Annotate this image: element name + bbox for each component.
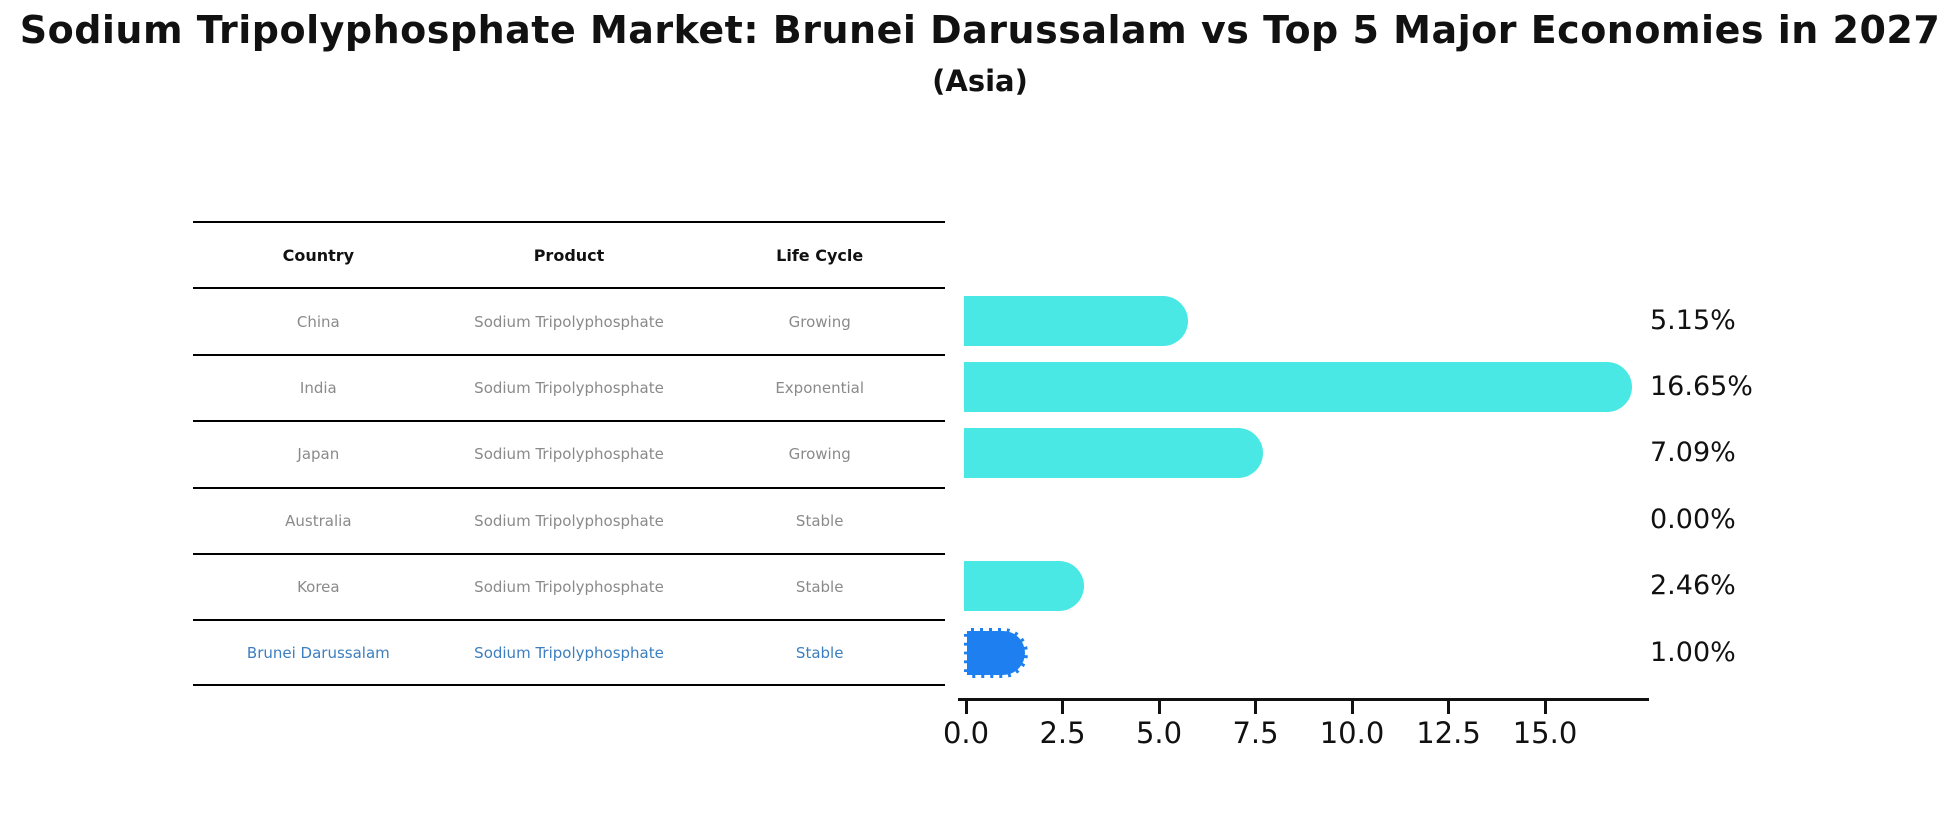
- table-header-cell: Product: [533, 245, 605, 265]
- table-header-cell: Country: [282, 245, 355, 265]
- x-axis-line: [958, 698, 1649, 701]
- table-cell-life-cycle: Stable: [795, 643, 844, 662]
- table-cell-product: Sodium Tripolyphosphate: [474, 511, 664, 530]
- table-cell-country: Japan: [297, 445, 340, 464]
- table-row: Australia Sodium Tripolyphosphate Stable: [193, 486, 945, 553]
- value-label: 1.00%: [1650, 636, 1736, 668]
- x-tick: [1543, 701, 1547, 714]
- table-cell-country: Korea: [297, 578, 340, 597]
- x-tick-label: 10.0: [1319, 716, 1385, 750]
- table-cell-life-cycle: Growing: [788, 312, 851, 331]
- table-cell-product: Sodium Tripolyphosphate: [474, 578, 664, 597]
- bar-highlighted-brunei-darussalam: [964, 627, 1028, 678]
- bar-china: [964, 295, 1188, 346]
- table-cell-life-cycle: Stable: [795, 511, 844, 530]
- table-cell-life-cycle: Stable: [795, 578, 844, 597]
- table-cell-country: Brunei Darussalam: [246, 643, 390, 662]
- table-header-cell: Life Cycle: [776, 245, 864, 265]
- table-cell-life-cycle: Exponential: [775, 378, 865, 397]
- x-tick: [1350, 701, 1354, 714]
- chart-title: Sodium Tripolyphosphate Market: Brunei D…: [19, 8, 1941, 52]
- bar-india: [964, 362, 1632, 412]
- x-tick: [964, 701, 968, 714]
- x-tick-label: 0.0: [942, 716, 990, 750]
- table-header-row: Country Product Life Cycle: [193, 221, 945, 287]
- table-row: Korea Sodium Tripolyphosphate Stable: [193, 552, 945, 619]
- chart-subtitle: (Asia): [932, 64, 1028, 98]
- x-tick: [1061, 701, 1064, 714]
- table-cell-life-cycle: Growing: [788, 445, 851, 464]
- table-cell-country: Australia: [285, 511, 352, 530]
- value-label: 5.15%: [1650, 304, 1736, 336]
- value-label: 0.00%: [1650, 503, 1736, 535]
- table-row: China Sodium Tripolyphosphate Growing: [193, 287, 945, 353]
- x-tick-label: 15.0: [1512, 716, 1578, 750]
- table-row: Brunei Darussalam Sodium Tripolyphosphate…: [193, 619, 945, 686]
- bar-korea: [964, 561, 1084, 612]
- x-tick-label: 5.0: [1135, 716, 1183, 750]
- value-label: 16.65%: [1650, 371, 1753, 402]
- value-label: 7.09%: [1650, 437, 1736, 469]
- country-info-table: Country Product Life Cycle China Sodium Tri…: [193, 221, 945, 686]
- bar-japan: [964, 428, 1263, 479]
- table-cell-product: Sodium Tripolyphosphate: [474, 378, 664, 397]
- table-cell-product: Sodium Tripolyphosphate: [474, 643, 664, 662]
- x-tick-label: 2.5: [1039, 716, 1086, 750]
- x-tick: [1254, 701, 1257, 714]
- x-tick: [1447, 701, 1450, 714]
- table-cell-product: Sodium Tripolyphosphate: [474, 445, 664, 464]
- table-row: Japan Sodium Tripolyphosphate Growing: [193, 420, 945, 486]
- table-row: India Sodium Tripolyphosphate Exponential: [193, 353, 945, 420]
- x-tick-label: 12.5: [1416, 716, 1481, 750]
- table-cell-country: India: [299, 378, 337, 397]
- value-label: 2.46%: [1650, 570, 1736, 602]
- table-cell-product: Sodium Tripolyphosphate: [474, 312, 664, 331]
- table-cell-country: China: [296, 312, 340, 331]
- table-body: China Sodium Tripolyphosphate Growing India…: [193, 287, 945, 686]
- x-tick: [1157, 701, 1161, 714]
- x-tick-label: 7.5: [1232, 716, 1279, 750]
